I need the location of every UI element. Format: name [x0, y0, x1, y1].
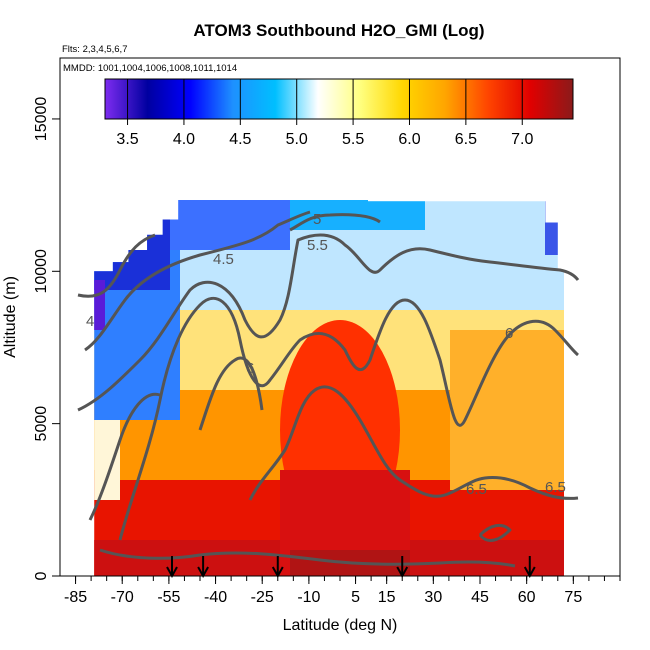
contour-label-4: 6	[505, 325, 513, 342]
x-axis: -85 -70 -55 -40 -25 -10 5 15 30 45 60 75	[64, 576, 621, 606]
colorbar-tick-label-2: 4.5	[229, 131, 251, 148]
sounding-arrow-1	[197, 556, 209, 579]
colorbar-gradient	[104, 78, 574, 120]
colorbar-tick-label-1: 4.0	[173, 131, 195, 148]
contour-label-3: 5.5	[307, 237, 328, 254]
x-tick-label-3: -40	[204, 589, 227, 606]
region-north-blue	[545, 200, 564, 255]
contour-line-north-loop	[478, 523, 512, 542]
contour-label-5: 6	[246, 360, 254, 377]
sounding-arrows	[166, 556, 536, 579]
contour-line-6-5-west	[88, 392, 161, 521]
contour-line-4-5	[84, 210, 311, 352]
contour-line-5-5	[77, 233, 580, 412]
contour-label-7: 6.5	[545, 479, 566, 496]
colorbar: 3.5 4.0 4.5 5.0 5.5 6.0 6.5 7.0	[104, 78, 574, 148]
region-top-blue	[170, 200, 290, 250]
contour-label-0: 4	[86, 313, 94, 330]
colorbar-tick-label-0: 3.5	[116, 131, 138, 148]
heatmap-layer	[94, 200, 564, 576]
region-south-purple	[94, 280, 105, 330]
sounding-arrow-3	[396, 556, 409, 579]
contour-line-6-west	[118, 296, 579, 541]
x-tick-label-9: 45	[471, 589, 489, 606]
region-north-orange	[450, 330, 564, 490]
contour-label-1: 4.5	[213, 251, 234, 268]
y-tick-label-0: 0	[33, 571, 50, 580]
sounding-arrow-4	[523, 556, 536, 579]
contour-line-6-inner	[198, 356, 264, 431]
x-tick-label-1: -70	[111, 589, 134, 606]
x-tick-label-8: 30	[424, 589, 442, 606]
x-tick-label-4: -25	[251, 589, 274, 606]
chart-title: ATOM3 Southbound H2O_GMI (Log)	[193, 21, 484, 40]
contour-lines	[77, 210, 580, 568]
colorbar-tick-label-5: 6.0	[398, 131, 420, 148]
x-tick-label-10: 60	[518, 589, 536, 606]
contour-line-surface	[99, 548, 516, 568]
colorbar-tick-label-3: 5.0	[286, 131, 308, 148]
y-axis-label: Altitude (m)	[2, 276, 19, 358]
contour-label-2: 5	[313, 211, 321, 228]
x-tick-label-6: 5	[351, 589, 360, 606]
y-axis: 0 5000 10000 15000	[33, 97, 60, 580]
contour-line-5	[289, 213, 381, 232]
colorbar-tick-label-7: 7.0	[511, 131, 533, 148]
contour-line-6-5	[248, 385, 579, 501]
x-tick-label-5: -10	[297, 589, 320, 606]
y-tick-label-3: 15000	[33, 97, 50, 142]
x-tick-label-2: -55	[157, 589, 180, 606]
contour-label-6: 6.5	[466, 481, 487, 498]
x-tick-label-11: 75	[564, 589, 582, 606]
contour-line-4	[77, 233, 156, 298]
x-axis-label: Latitude (deg N)	[283, 617, 398, 634]
flights-label: Flts: 2,3,4,5,6,7	[62, 44, 127, 55]
y-tick-label-2: 10000	[33, 249, 50, 294]
y-tick-label-1: 5000	[33, 406, 50, 442]
mmdd-label: MMDD: 1001,1004,1006,1008,1011,1014	[63, 63, 237, 74]
x-tick-label-0: -85	[64, 589, 87, 606]
region-far-south-white	[94, 420, 120, 500]
sounding-arrow-2	[271, 556, 284, 579]
x-tick-label-7: 15	[378, 589, 396, 606]
contour-labels: 4 4.5 5 5.5 6 6 6.5 6.5	[86, 211, 566, 498]
colorbar-tick-label-6: 6.5	[455, 131, 477, 148]
colorbar-tick-label-4: 5.5	[342, 131, 364, 148]
sounding-arrow-0	[166, 556, 178, 579]
